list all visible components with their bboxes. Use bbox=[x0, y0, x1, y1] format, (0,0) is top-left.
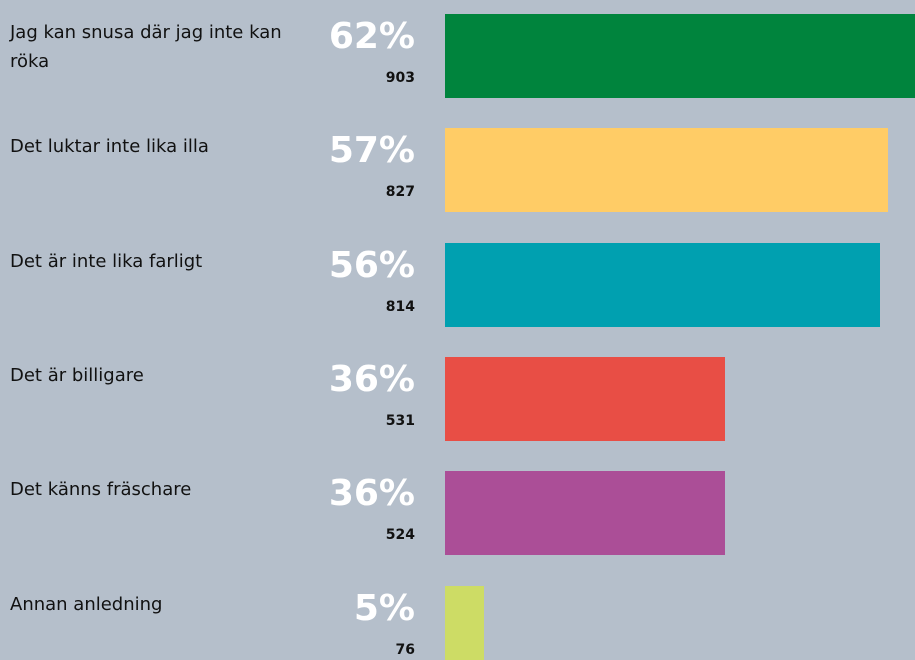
percent-label: 5% bbox=[353, 587, 415, 629]
option-label: Det är billigare bbox=[10, 364, 144, 386]
bar bbox=[445, 471, 725, 556]
count-label: 827 bbox=[385, 184, 415, 201]
bar bbox=[445, 14, 915, 98]
option-label: Det luktar inte lika illa bbox=[10, 136, 209, 158]
option-label: Jag kan snusa där jag inte kan röka bbox=[10, 22, 282, 72]
bar bbox=[445, 242, 881, 327]
percent-label: 36% bbox=[328, 358, 415, 400]
bar bbox=[445, 128, 888, 213]
result-row: Det är inte lika farligt 56% 814 bbox=[0, 242, 915, 327]
option-label: Det är inte lika farligt bbox=[10, 250, 203, 272]
count-label: 814 bbox=[385, 298, 415, 315]
result-row: Det luktar inte lika illa 57% 827 bbox=[0, 128, 915, 213]
count-label: 524 bbox=[385, 527, 415, 544]
bar bbox=[445, 585, 484, 660]
count-label: 76 bbox=[395, 641, 415, 658]
percent-label: 56% bbox=[328, 244, 415, 286]
percent-label: 36% bbox=[328, 473, 415, 515]
percent-label: 57% bbox=[328, 130, 415, 172]
count-label: 903 bbox=[385, 70, 415, 86]
result-row: Det känns fräschare 36% 524 bbox=[0, 471, 915, 556]
count-label: 531 bbox=[385, 412, 415, 429]
result-row: Det är billigare 36% 531 bbox=[0, 356, 915, 441]
result-row: Jag kan snusa där jag inte kan röka 62% 90… bbox=[0, 14, 915, 98]
bar bbox=[445, 356, 725, 441]
percent-label: 62% bbox=[328, 16, 415, 57]
result-row: Annan anledning 5% 76 bbox=[0, 585, 915, 660]
option-label: Annan anledning bbox=[10, 593, 163, 615]
option-label: Det känns fräschare bbox=[10, 479, 192, 501]
